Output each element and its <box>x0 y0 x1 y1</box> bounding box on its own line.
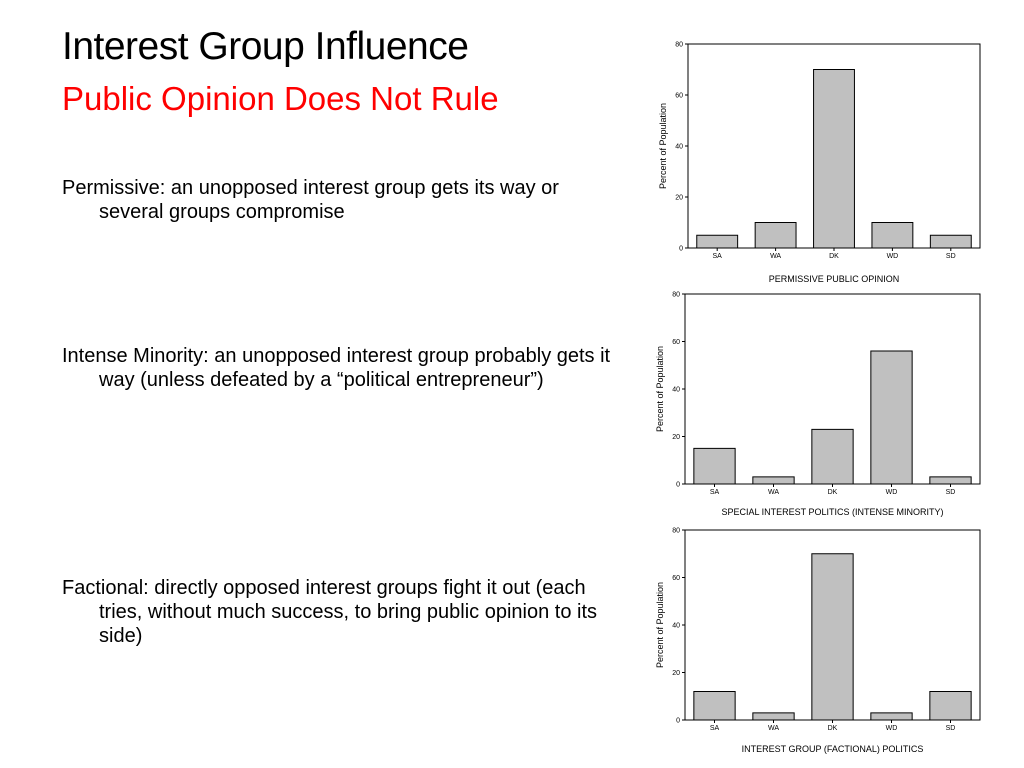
bullet-factional: Factional: directly opposed interest gro… <box>62 577 598 647</box>
bar-wd <box>871 222 914 249</box>
bar-dk <box>811 428 854 485</box>
bar-sa <box>693 447 736 485</box>
category-label-wd: WD <box>887 253 899 260</box>
y-tick-label: 20 <box>675 195 683 202</box>
y-tick-label: 60 <box>675 93 683 100</box>
category-label-sa: SA <box>710 725 720 732</box>
bar-sd <box>929 691 972 721</box>
x-axis-title: PERMISSIVE PUBLIC OPINION <box>769 274 900 284</box>
bar-wa <box>754 222 797 249</box>
category-label-sd: SD <box>946 489 956 496</box>
slide-title: Interest Group Influence <box>62 25 469 68</box>
y-tick-label: 20 <box>672 434 680 441</box>
y-axis-label: Percent of Population <box>658 103 668 189</box>
category-label-sd: SD <box>946 253 956 260</box>
y-tick-label: 40 <box>672 623 680 630</box>
bullet-permissive: Permissive: an unopposed interest group … <box>62 177 559 223</box>
y-tick-label: 0 <box>676 718 680 725</box>
category-label-dk: DK <box>829 253 839 260</box>
y-axis-label: Percent of Population <box>655 346 665 432</box>
chart-permissive: 0 20 40 60 80 SA WA DK WD SD Percent of Population… <box>658 42 981 284</box>
category-label-sa: SA <box>713 253 723 260</box>
bar-wa <box>752 476 795 485</box>
bar-dk <box>811 553 854 721</box>
y-axis-label: Percent of Population <box>655 582 665 668</box>
category-label-sd: SD <box>946 725 956 732</box>
bar-wd <box>870 350 913 485</box>
category-label-wd: WD <box>886 489 898 496</box>
slide-subtitle: Public Opinion Does Not Rule <box>62 80 499 117</box>
category-label-dk: DK <box>828 489 838 496</box>
y-tick-label: 60 <box>672 339 680 346</box>
category-label-wa: WA <box>768 489 779 496</box>
x-axis-title: INTEREST GROUP (FACTIONAL) POLITICS <box>742 744 924 754</box>
chart-factional: 0 20 40 60 80 SA WA DK WD SD Percent of Population… <box>655 528 981 754</box>
bar-sd <box>929 234 972 249</box>
bar-wd <box>870 712 913 721</box>
bar-sa <box>693 691 736 721</box>
chart-intense-minority: 0 20 40 60 80 SA WA DK WD SD Percent of Population… <box>655 292 981 517</box>
category-label-sa: SA <box>710 489 720 496</box>
category-label-wd: WD <box>886 725 898 732</box>
y-tick-label: 80 <box>672 528 680 535</box>
y-tick-label: 80 <box>672 292 680 299</box>
x-axis-title: SPECIAL INTEREST POLITICS (INTENSE MINOR… <box>721 507 943 517</box>
bar-sa <box>696 234 739 249</box>
bar-wa <box>752 712 795 721</box>
category-label-wa: WA <box>768 725 779 732</box>
y-tick-label: 60 <box>672 575 680 582</box>
y-tick-label: 0 <box>676 482 680 489</box>
y-tick-label: 40 <box>672 387 680 394</box>
category-label-wa: WA <box>770 253 781 260</box>
bar-dk <box>813 69 855 249</box>
bar-sd <box>929 476 972 485</box>
y-tick-label: 80 <box>675 42 683 49</box>
y-tick-label: 40 <box>675 144 683 151</box>
y-tick-label: 20 <box>672 670 680 677</box>
y-tick-label: 0 <box>679 246 683 253</box>
bullet-intense-minority: Intense Minority: an unopposed interest … <box>62 345 611 391</box>
category-label-dk: DK <box>828 725 838 732</box>
